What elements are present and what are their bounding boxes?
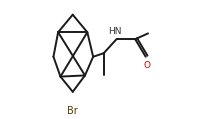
Text: Br: Br	[67, 106, 78, 116]
Text: HN: HN	[108, 27, 121, 36]
Text: O: O	[144, 61, 151, 70]
